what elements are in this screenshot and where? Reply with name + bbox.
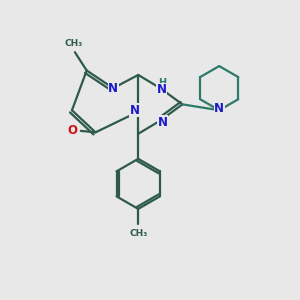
Text: N: N xyxy=(214,102,224,115)
Text: CH₃: CH₃ xyxy=(64,40,83,49)
Text: N: N xyxy=(158,116,168,128)
Text: H: H xyxy=(158,78,166,88)
Text: N: N xyxy=(130,104,140,117)
Text: CH₃: CH₃ xyxy=(129,230,147,238)
Text: O: O xyxy=(68,124,78,137)
Text: N: N xyxy=(157,83,167,96)
Text: N: N xyxy=(108,82,118,95)
